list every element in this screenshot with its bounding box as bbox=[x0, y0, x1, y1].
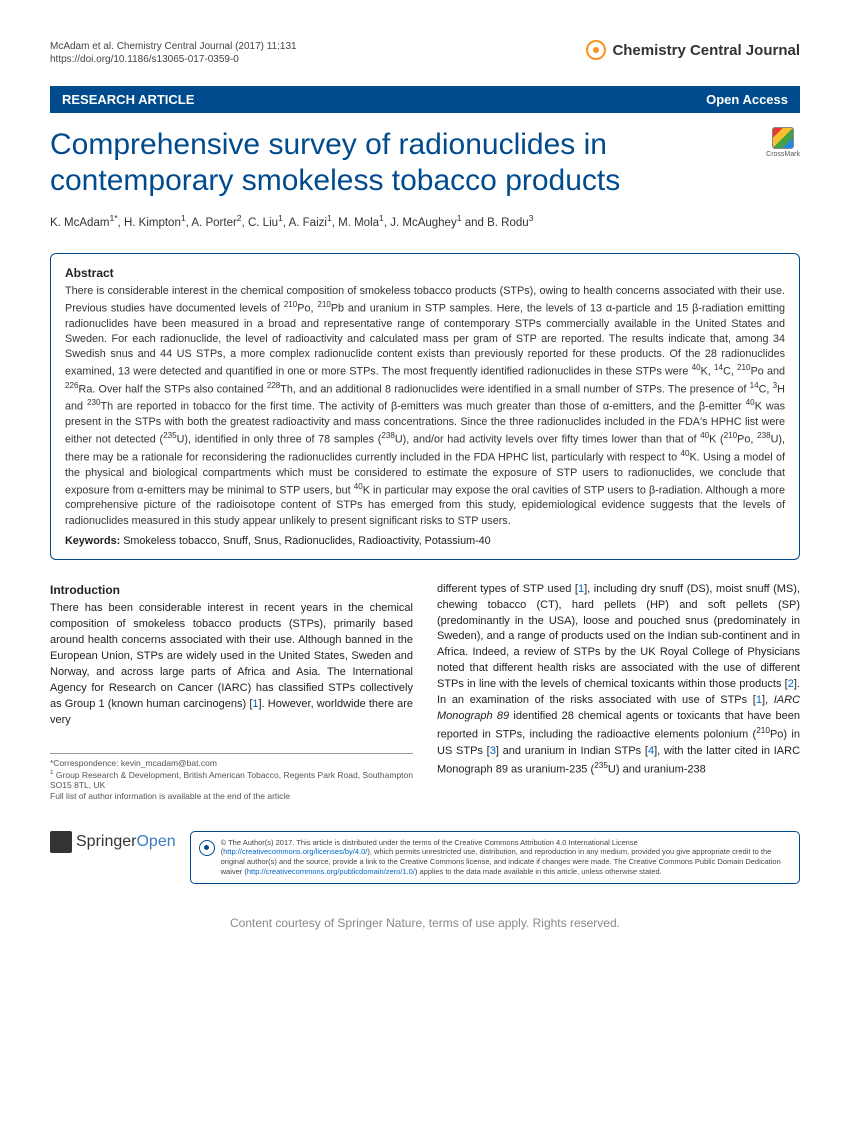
keywords-label: Keywords: bbox=[65, 535, 120, 547]
intro-heading: Introduction bbox=[50, 582, 413, 599]
journal-brand: Chemistry Central Journal bbox=[586, 40, 800, 60]
open-text: Open bbox=[136, 833, 175, 850]
intro-text-left: There has been considerable interest in … bbox=[50, 601, 413, 729]
crossmark-badge[interactable]: CrossMark bbox=[766, 127, 800, 158]
citation-line1: McAdam et al. Chemistry Central Journal … bbox=[50, 40, 297, 53]
crossmark-label: CrossMark bbox=[766, 151, 800, 158]
springer-horse-icon bbox=[50, 831, 72, 853]
correspondence-email[interactable]: *Correspondence: kevin_mcadam@bat.com bbox=[50, 758, 413, 769]
article-type-label: RESEARCH ARTICLE bbox=[62, 92, 194, 107]
column-left: Introduction There has been considerable… bbox=[50, 582, 413, 803]
springer-text: Springer bbox=[76, 833, 136, 850]
keywords-list: Smokeless tobacco, Snuff, Snus, Radionuc… bbox=[123, 535, 490, 547]
correspondence-note: Full list of author information is avail… bbox=[50, 791, 413, 802]
journal-name: Chemistry Central Journal bbox=[612, 42, 800, 59]
license-text: © The Author(s) 2017. This article is di… bbox=[221, 838, 791, 877]
column-right: different types of STP used [1], includi… bbox=[437, 582, 800, 803]
citation-doi[interactable]: https://doi.org/10.1186/s13065-017-0359-… bbox=[50, 53, 297, 66]
article-type-banner: RESEARCH ARTICLE Open Access bbox=[50, 86, 800, 113]
article-title: Comprehensive survey of radionuclides in… bbox=[50, 127, 756, 199]
crossmark-icon bbox=[772, 127, 794, 149]
open-access-label: Open Access bbox=[706, 92, 788, 107]
footer: SpringerOpen © The Author(s) 2017. This … bbox=[50, 821, 800, 884]
springer-open-logo: SpringerOpen bbox=[50, 831, 176, 853]
correspondence-affiliation: 1 Group Research & Development, British … bbox=[50, 769, 413, 792]
abstract-text: There is considerable interest in the ch… bbox=[65, 284, 785, 529]
authors-list: K. McAdam1*, H. Kimpton1, A. Porter2, C.… bbox=[50, 213, 800, 229]
correspondence-block: *Correspondence: kevin_mcadam@bat.com 1 … bbox=[50, 753, 413, 803]
citation: McAdam et al. Chemistry Central Journal … bbox=[50, 40, 297, 66]
body-columns: Introduction There has been considerable… bbox=[50, 582, 800, 803]
license-box: © The Author(s) 2017. This article is di… bbox=[190, 831, 800, 884]
abstract-heading: Abstract bbox=[65, 266, 785, 280]
header: McAdam et al. Chemistry Central Journal … bbox=[50, 40, 800, 66]
abstract-box: Abstract There is considerable interest … bbox=[50, 253, 800, 560]
courtesy-notice: Content courtesy of Springer Nature, ter… bbox=[0, 916, 850, 940]
journal-logo-icon bbox=[586, 40, 606, 60]
keywords: Keywords: Smokeless tobacco, Snuff, Snus… bbox=[65, 535, 785, 547]
intro-text-right: different types of STP used [1], includi… bbox=[437, 582, 800, 779]
bmc-logo-icon bbox=[199, 840, 215, 856]
